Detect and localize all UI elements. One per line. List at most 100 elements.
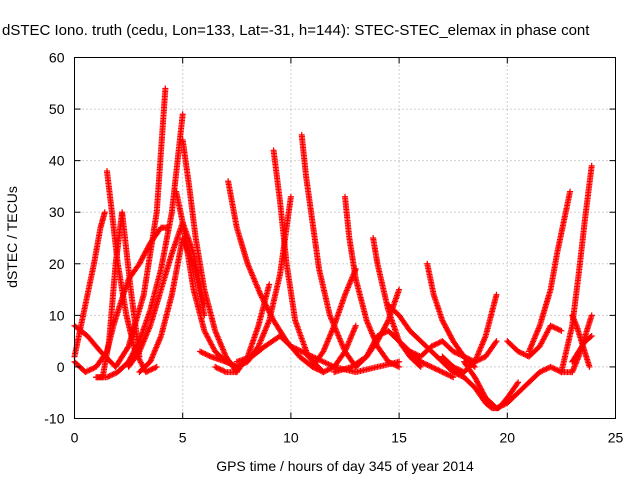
data-point <box>105 373 112 380</box>
data-point <box>493 291 500 298</box>
data-point <box>384 318 391 325</box>
x-tick-label: 25 <box>608 430 624 446</box>
series-sat-aa <box>461 358 576 412</box>
data-point <box>321 368 328 375</box>
data-point <box>394 363 401 370</box>
data-point <box>352 322 359 329</box>
data-point <box>558 327 565 334</box>
data-point <box>106 372 113 379</box>
data-point <box>103 374 110 381</box>
data-point <box>419 359 426 366</box>
data-point <box>493 405 500 412</box>
data-point <box>265 306 272 313</box>
data-point <box>308 352 315 359</box>
data-point <box>231 362 238 369</box>
data-point <box>221 368 228 375</box>
data-point <box>514 380 521 387</box>
data-point <box>222 358 229 365</box>
data-point <box>146 367 153 374</box>
data-point <box>456 351 463 358</box>
series-sat-g <box>173 188 240 370</box>
data-point <box>450 348 457 355</box>
data-point <box>266 281 273 288</box>
data-point <box>228 361 235 368</box>
y-tick-label: 40 <box>49 153 65 169</box>
data-point <box>539 367 546 374</box>
data-point <box>82 369 89 376</box>
data-point <box>306 352 313 359</box>
data-point <box>302 350 309 357</box>
data-point <box>86 367 93 374</box>
data-point <box>420 360 427 367</box>
data-point <box>433 340 440 347</box>
data-point <box>550 365 557 372</box>
data-point <box>269 314 276 321</box>
data-point <box>201 350 208 357</box>
data-point <box>588 162 595 169</box>
data-point <box>471 363 478 370</box>
data-point <box>466 356 473 363</box>
y-axis-label: dSTEC / TECUs <box>4 186 20 288</box>
data-point <box>586 363 593 370</box>
data-point <box>213 364 220 371</box>
data-point <box>124 344 131 351</box>
series-sat-e <box>93 209 143 381</box>
series-sat-h <box>179 137 240 376</box>
data-point <box>496 403 503 410</box>
data-point <box>287 193 294 200</box>
data-point <box>547 322 554 329</box>
data-point <box>517 349 524 356</box>
data-point <box>451 349 458 356</box>
series-sat-l <box>225 178 327 376</box>
data-point <box>455 351 462 358</box>
data-point <box>379 330 386 337</box>
series-sat-ad <box>558 162 595 376</box>
data-point <box>443 371 450 378</box>
data-point <box>587 333 594 340</box>
data-point <box>515 379 522 386</box>
data-point <box>220 367 227 374</box>
data-point <box>429 342 436 349</box>
data-point <box>423 361 430 368</box>
data-point <box>516 349 523 356</box>
data-point <box>552 366 559 373</box>
data-point <box>542 366 549 373</box>
data-point <box>447 372 454 379</box>
data-point <box>290 344 297 351</box>
data-point <box>153 363 160 370</box>
data-point <box>519 350 526 357</box>
data-point <box>217 366 224 373</box>
data-point <box>305 351 312 358</box>
data-point <box>224 359 231 366</box>
data-point <box>588 332 595 339</box>
data-point <box>552 325 559 332</box>
data-point <box>151 365 158 372</box>
y-tick-label: 60 <box>49 50 65 66</box>
x-axis-label: GPS time / hours of day 345 of year 2014 <box>216 458 474 474</box>
data-point <box>557 327 564 334</box>
data-point <box>551 365 558 372</box>
data-point <box>424 361 431 368</box>
data-point <box>201 312 208 319</box>
data-point <box>296 347 303 354</box>
series-sat-d <box>71 85 169 370</box>
data-point <box>461 353 468 360</box>
data-point <box>463 354 470 361</box>
series-sat-s <box>309 265 359 370</box>
series-sat-w <box>385 302 468 381</box>
data-point <box>536 369 543 376</box>
data-point <box>199 349 206 356</box>
data-point <box>205 352 212 359</box>
data-point <box>393 362 400 369</box>
data-point <box>258 294 265 301</box>
data-point <box>216 365 223 372</box>
data-point <box>406 348 413 355</box>
data-point <box>300 349 307 356</box>
data-point <box>152 364 159 371</box>
data-point <box>521 351 528 358</box>
data-point <box>267 312 274 319</box>
y-tick-label: 0 <box>57 359 65 375</box>
data-point <box>108 372 115 379</box>
data-point <box>101 209 108 216</box>
